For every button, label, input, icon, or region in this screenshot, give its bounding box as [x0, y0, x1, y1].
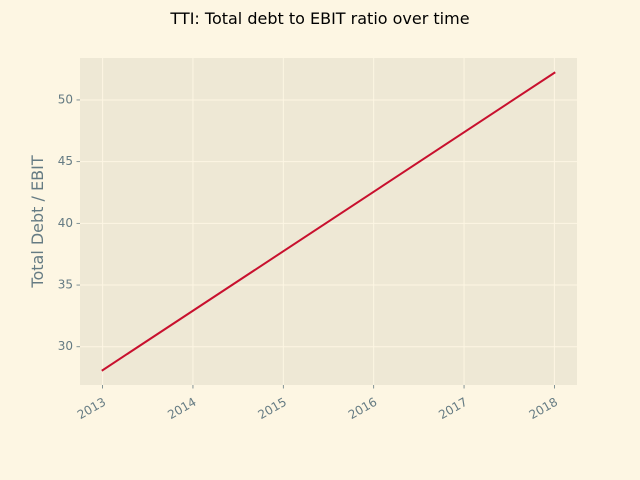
y-axis-label: Total Debt / EBIT — [28, 155, 47, 288]
chart-title: TTI: Total debt to EBIT ratio over time — [169, 9, 469, 28]
y-tick-label: 50 — [58, 92, 73, 106]
x-tick-label: 2018 — [527, 395, 560, 422]
series-layer — [101, 71, 556, 372]
x-tick-label: 2013 — [75, 395, 108, 422]
series-line — [101, 71, 556, 372]
x-tick-label: 2017 — [436, 395, 469, 422]
y-tick-label: 45 — [58, 154, 73, 168]
x-tick-label: 2014 — [165, 395, 198, 422]
y-tick-label: 35 — [58, 278, 73, 292]
grid — [80, 58, 577, 385]
y-tick-label: 40 — [58, 216, 73, 230]
x-tick-label: 2016 — [346, 395, 379, 422]
x-tick-label: 2015 — [256, 395, 289, 422]
y-tick-label: 30 — [58, 339, 73, 353]
